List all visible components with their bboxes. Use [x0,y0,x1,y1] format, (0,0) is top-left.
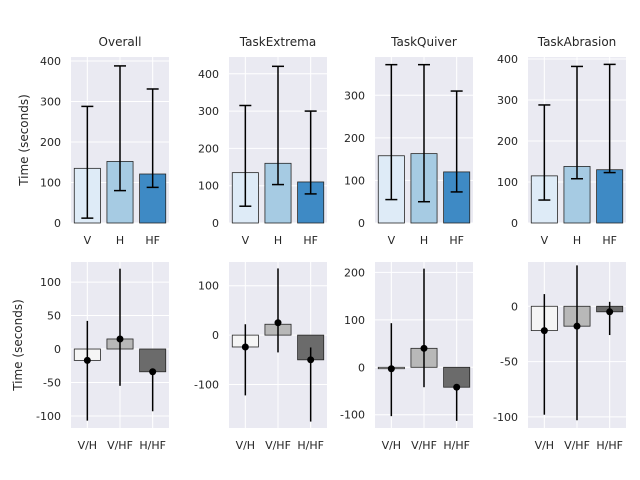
mean-point [420,344,428,352]
x-tick-label: HF [449,234,464,247]
mean-point [116,335,124,343]
y-tick-label: -100 [340,409,365,422]
y-tick-label: 0 [54,343,61,356]
subplot-6: -100 0 100 V/H V/HF H/HF [194,262,327,452]
x-tick-label: H/HF [139,439,166,452]
y-tick-label: 100 [198,280,219,293]
mean-point [540,327,548,335]
y-tick-label: -100 [493,411,518,424]
x-tick-label: V [242,234,250,247]
y-tick-label: 400 [198,68,219,81]
y-tick-label: -50 [43,376,61,389]
x-tick-label: HF [145,234,160,247]
x-tick-label: V/HF [265,439,291,452]
y-axis-label: Time (seconds) [17,94,31,187]
subplot-title: TaskExtrema [239,35,316,49]
y-tick-label: 200 [344,132,365,145]
y-tick-label: 400 [40,55,61,68]
y-tick-label: 400 [497,53,518,66]
x-tick-label: HF [602,234,617,247]
y-tick-label: 300 [497,94,518,107]
subplot-5: -100 -50 0 50 100 V/H V/HF H/HF Time (seconds) [11,262,169,452]
mean-point [149,368,157,376]
x-tick-label: V/H [78,439,98,452]
x-tick-label: V/H [236,439,256,452]
subplot-1: 0 100 200 300 400 V H HF Overall Time (seconds) [17,35,169,247]
subplot-8: -100 -50 0 V/H V/HF H/HF [493,262,626,452]
subplot-7: -100 0 100 200 V/H V/HF H/HF [340,262,473,452]
x-tick-label: V [388,234,396,247]
x-tick-label: HF [303,234,318,247]
mean-point [274,319,282,327]
y-tick-label: 100 [344,174,365,187]
y-tick-label: 100 [497,176,518,189]
y-tick-label: 100 [40,177,61,190]
y-tick-label: 0 [212,329,219,342]
y-tick-label: -100 [194,379,219,392]
mean-point [241,343,249,351]
mean-point [387,365,395,373]
subplot-title: TaskAbrasion [537,35,617,49]
mean-point [573,322,581,330]
x-tick-label: V/H [535,439,555,452]
y-tick-label: 200 [497,135,518,148]
y-tick-label: 200 [198,142,219,155]
subplot-3: 0 100 200 300 V H HF TaskQuiver [344,35,473,247]
subplot-title: Overall [99,35,142,49]
x-tick-label: V/HF [411,439,437,452]
subplot-title: TaskQuiver [390,35,457,49]
y-tick-label: 50 [47,310,61,323]
x-tick-label: V/HF [107,439,133,452]
x-tick-label: H [274,234,282,247]
y-tick-label: -100 [36,410,61,423]
mean-point [307,356,315,364]
y-tick-label: 0 [358,361,365,374]
x-tick-label: V [541,234,549,247]
y-tick-label: 0 [54,217,61,230]
y-tick-label: 0 [358,217,365,230]
x-tick-label: H [116,234,124,247]
y-tick-label: 0 [212,217,219,230]
y-tick-label: 0 [511,217,518,230]
x-tick-label: H/HF [596,439,623,452]
x-tick-label: H [420,234,428,247]
y-tick-label: 200 [344,266,365,279]
x-tick-label: H/HF [297,439,324,452]
y-tick-label: 100 [344,314,365,327]
bar [596,169,624,224]
y-tick-label: 100 [40,276,61,289]
mean-point [606,308,614,316]
y-tick-label: 200 [40,136,61,149]
y-tick-label: 100 [198,180,219,193]
subplot-2: 0 100 200 300 400 V H HF TaskExtrema [198,35,327,247]
y-tick-label: -50 [500,356,518,369]
x-tick-label: V/HF [564,439,590,452]
y-tick-label: 300 [40,96,61,109]
x-tick-label: V [84,234,92,247]
x-tick-label: H/HF [443,439,470,452]
mean-point [453,383,461,391]
x-tick-label: H [573,234,581,247]
y-axis-label: Time (seconds) [11,299,25,392]
subplot-4: 0 100 200 300 400 V H HF TaskAbrasion [497,35,626,247]
y-tick-label: 300 [344,89,365,102]
y-tick-label: 0 [511,300,518,313]
x-tick-label: V/H [382,439,402,452]
y-tick-label: 300 [198,105,219,118]
mean-point [83,356,91,364]
